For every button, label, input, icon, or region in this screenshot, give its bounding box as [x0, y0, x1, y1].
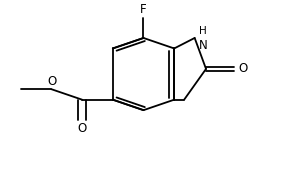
- Text: N: N: [199, 39, 208, 52]
- Text: O: O: [47, 75, 57, 88]
- Text: O: O: [77, 122, 87, 135]
- Text: O: O: [239, 62, 248, 75]
- Text: F: F: [140, 3, 147, 16]
- Text: H: H: [199, 26, 207, 36]
